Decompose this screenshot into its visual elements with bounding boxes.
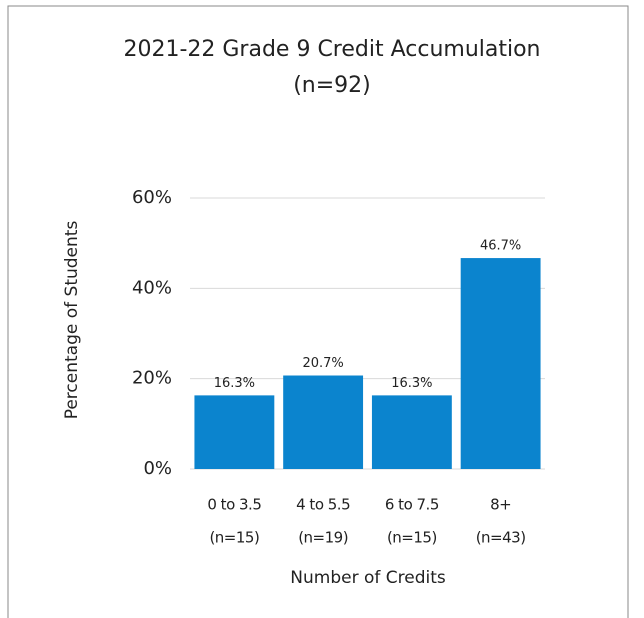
x-tick-label: 8+ bbox=[490, 496, 511, 514]
x-tick-label: (n=15) bbox=[387, 529, 437, 547]
x-tick-label: (n=19) bbox=[298, 529, 348, 547]
x-axis-label: Number of Credits bbox=[290, 568, 446, 588]
chart-title: 2021-22 Grade 9 Credit Accumulation bbox=[123, 37, 540, 62]
y-tick-label: 60% bbox=[132, 187, 172, 208]
x-tick-label: 4 to 5.5 bbox=[296, 496, 350, 514]
x-tick-label: (n=43) bbox=[476, 529, 526, 547]
value-label: 20.7% bbox=[302, 356, 343, 371]
bar bbox=[371, 395, 452, 469]
bar bbox=[460, 258, 541, 469]
y-axis-label: Percentage of Students bbox=[62, 221, 82, 420]
x-tick-label: (n=15) bbox=[209, 529, 259, 547]
frame bbox=[7, 5, 629, 618]
value-label: 16.3% bbox=[391, 376, 432, 391]
bar bbox=[283, 375, 364, 469]
y-tick-label: 20% bbox=[132, 368, 172, 389]
y-tick-label: 0% bbox=[143, 458, 172, 479]
chart-subtitle: (n=92) bbox=[293, 73, 371, 98]
value-label: 16.3% bbox=[214, 376, 255, 391]
x-tick-label: 0 to 3.5 bbox=[207, 496, 261, 514]
x-tick-label: 6 to 7.5 bbox=[385, 496, 439, 514]
bar bbox=[194, 395, 275, 469]
value-label: 46.7% bbox=[480, 239, 521, 254]
y-tick-label: 40% bbox=[132, 277, 172, 298]
